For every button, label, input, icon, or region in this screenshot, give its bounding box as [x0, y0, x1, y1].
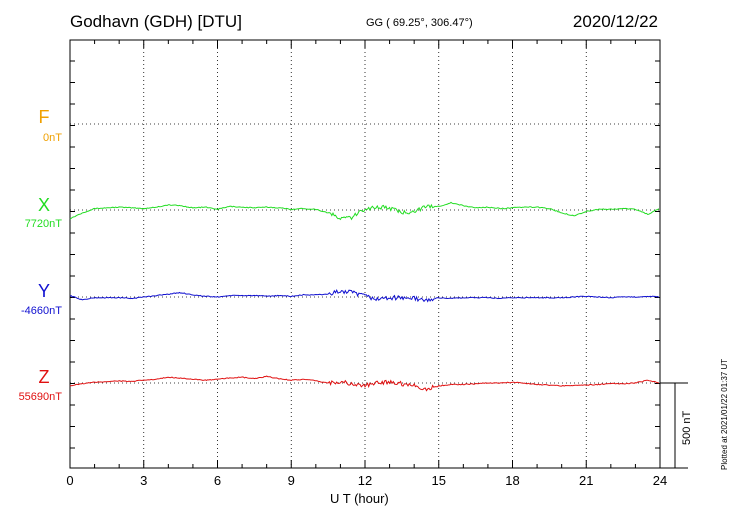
series-line-x: [69, 201, 660, 221]
component-letter-x: X: [37, 195, 50, 215]
component-baseline-z: 55690nT: [18, 391, 62, 403]
series-line-z: [69, 375, 659, 392]
chart-title-date: 2020/12/22: [572, 12, 658, 31]
x-tick-label: 6: [214, 473, 221, 488]
chart-title-coordinates: GG ( 69.25°, 306.47°): [366, 17, 473, 29]
component-baseline-f: 0nT: [43, 132, 62, 144]
series-line-y: [69, 288, 660, 303]
x-axis-title: U T (hour): [330, 491, 389, 506]
x-tick-label: 12: [358, 473, 372, 488]
component-letter-y: Y: [37, 281, 50, 301]
scale-bar-label: 500 nT: [681, 410, 693, 445]
x-tick-label: 3: [140, 473, 147, 488]
x-tick-label: 24: [653, 473, 667, 488]
x-tick-label: 0: [66, 473, 73, 488]
x-tick-label: 18: [505, 473, 519, 488]
chart-title-station: Godhavn (GDH) [DTU]: [70, 12, 242, 31]
component-baseline-y: -4660nT: [21, 305, 62, 317]
x-tick-label: 15: [432, 473, 446, 488]
plotted-timestamp: Plotted at 2021/01/22 01:37 UT: [720, 358, 729, 470]
x-tick-label: 21: [579, 473, 593, 488]
component-letter-f: F: [38, 107, 50, 127]
component-baseline-x: 7720nT: [24, 218, 62, 230]
component-letter-z: Z: [38, 367, 50, 387]
x-tick-label: 9: [288, 473, 295, 488]
